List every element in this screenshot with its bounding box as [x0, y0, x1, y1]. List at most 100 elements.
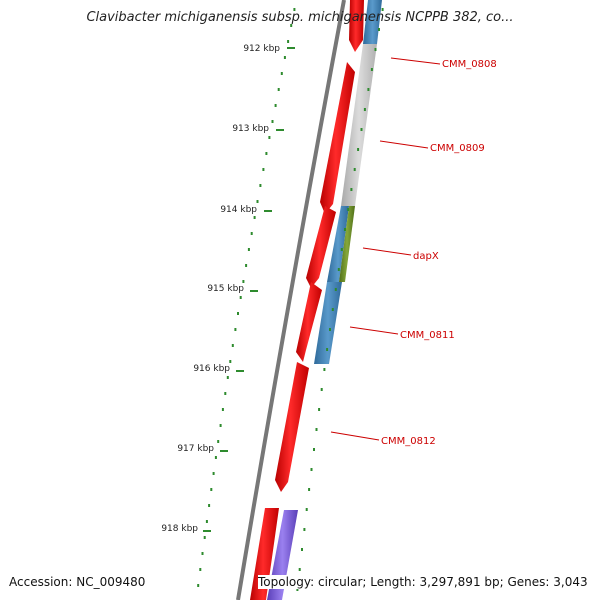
inner-track-dot	[293, 8, 296, 11]
inner-track-dot	[201, 552, 204, 555]
blast-segment-blue-1	[327, 206, 349, 282]
scale-ticks	[203, 47, 295, 532]
outer-track-dot	[363, 108, 366, 111]
accession-text: Accession: NC_009480	[9, 575, 146, 589]
cds-arrow-4	[275, 362, 309, 492]
outer-track-dot	[370, 68, 373, 71]
inner-track-dot	[250, 232, 253, 235]
blast-segment-blue-2	[314, 282, 342, 364]
inner-track-dot	[283, 56, 286, 59]
outer-track-dot	[340, 248, 343, 251]
inner-track-dot	[245, 264, 248, 267]
outer-track-dot	[326, 348, 329, 351]
outer-track-dot	[344, 228, 346, 231]
cds-arrow-0	[349, 0, 364, 52]
outer-track-dot	[318, 408, 321, 411]
inner-track-dot	[224, 392, 227, 395]
inner-track-dot	[217, 440, 220, 443]
outer-track-dot	[381, 8, 384, 11]
inner-track-dot	[197, 584, 200, 587]
outer-track-dot	[310, 468, 313, 471]
gene-labels: CMM_0808 CMM_0809 dapX CMM_0811 CMM_0812	[381, 59, 497, 447]
inner-track-dot	[253, 216, 256, 219]
outer-track-dot	[350, 188, 353, 191]
outer-dotted-track	[296, 8, 384, 591]
inner-track-dot	[239, 296, 242, 299]
outer-track-dot	[357, 148, 360, 151]
outer-track-dot	[360, 128, 363, 131]
outer-track-dot	[320, 388, 323, 391]
leader-cmm-0811	[349, 326, 399, 335]
label-leaders	[330, 57, 441, 441]
cds-arrow-2	[306, 206, 336, 288]
inner-track-dot	[229, 360, 232, 363]
inner-track-dot	[214, 456, 217, 459]
inner-track-dot	[271, 120, 274, 123]
inner-track-dot	[274, 104, 277, 107]
inner-track-dot	[199, 568, 202, 571]
outer-track-dot	[337, 268, 340, 271]
inner-track-dot	[219, 424, 222, 427]
inner-track-dot	[259, 184, 262, 187]
scale-label-912: 912 kbp	[243, 44, 280, 54]
outer-track-dot	[303, 528, 306, 531]
outer-track-dot	[298, 568, 301, 571]
scale-label-915: 915 kbp	[207, 284, 244, 294]
outer-track-dot	[315, 428, 318, 431]
inner-track-dot	[210, 488, 213, 491]
outer-track-dot	[296, 588, 299, 591]
scale-label-916: 916 kbp	[193, 364, 230, 374]
inner-track-dot	[203, 536, 206, 539]
leader-cmm-0808	[390, 57, 441, 65]
blast-segment-green	[339, 206, 355, 282]
outer-track-dot	[331, 308, 334, 311]
scale-label-917: 917 kbp	[177, 444, 214, 454]
outer-track-dot	[313, 448, 315, 451]
inner-track-dot	[212, 472, 215, 475]
gene-label-cmm-0811[interactable]: CMM_0811	[400, 330, 455, 341]
outer-track-dot	[367, 88, 370, 91]
inner-track-dot	[231, 344, 234, 347]
map-title: Clavibacter michiganensis subsp. michiga…	[86, 10, 514, 25]
backbone-arc	[236, 0, 346, 600]
gene-label-cmm-0808[interactable]: CMM_0808	[442, 59, 497, 70]
outer-track-dot	[323, 368, 326, 371]
inner-track-dot	[277, 88, 280, 91]
blast-segment-blue-top	[363, 0, 382, 44]
outer-track-dot	[305, 508, 308, 511]
gene-label-cmm-0812[interactable]: CMM_0812	[381, 436, 436, 447]
leader-cmm-0809	[379, 140, 429, 149]
inner-track-dot	[265, 152, 268, 155]
inner-track-dot	[268, 136, 271, 139]
scale-labels: 912 kbp 913 kbp 914 kbp 915 kbp 916 kbp …	[161, 44, 280, 534]
blast-segment-gray	[341, 44, 377, 206]
inner-track-dot	[262, 168, 265, 171]
cds-arrow-3	[296, 282, 322, 362]
inner-track-dot	[237, 312, 239, 315]
inner-track-dot	[290, 24, 293, 27]
outer-track-dot	[301, 548, 303, 551]
gene-label-dapx[interactable]: dapX	[413, 251, 439, 262]
inner-track-dot	[234, 328, 237, 331]
outer-track-dot	[334, 288, 337, 291]
scale-label-918: 918 kbp	[161, 524, 198, 534]
inner-track-dot	[242, 280, 245, 283]
outer-track-dot	[347, 208, 350, 211]
outer-track-dot	[374, 48, 377, 51]
inner-track-dot	[287, 40, 290, 43]
cds-arrow-5	[250, 508, 279, 600]
inner-track-dot	[226, 376, 229, 379]
scale-label-913: 913 kbp	[232, 124, 269, 134]
leader-dapx	[362, 247, 412, 256]
outer-track-dot	[329, 328, 331, 331]
inner-track-dot	[247, 248, 250, 251]
cds-arrow-1	[320, 62, 355, 214]
inner-track-dot	[221, 408, 224, 411]
genome-summary-text: Topology: circular; Length: 3,297,891 bp…	[258, 575, 588, 589]
gene-label-cmm-0809[interactable]: CMM_0809	[430, 143, 485, 154]
outer-track-dot	[378, 28, 380, 31]
inner-track-dot	[208, 504, 211, 507]
inner-track-dot	[205, 520, 208, 523]
inner-track-dot	[256, 200, 259, 203]
